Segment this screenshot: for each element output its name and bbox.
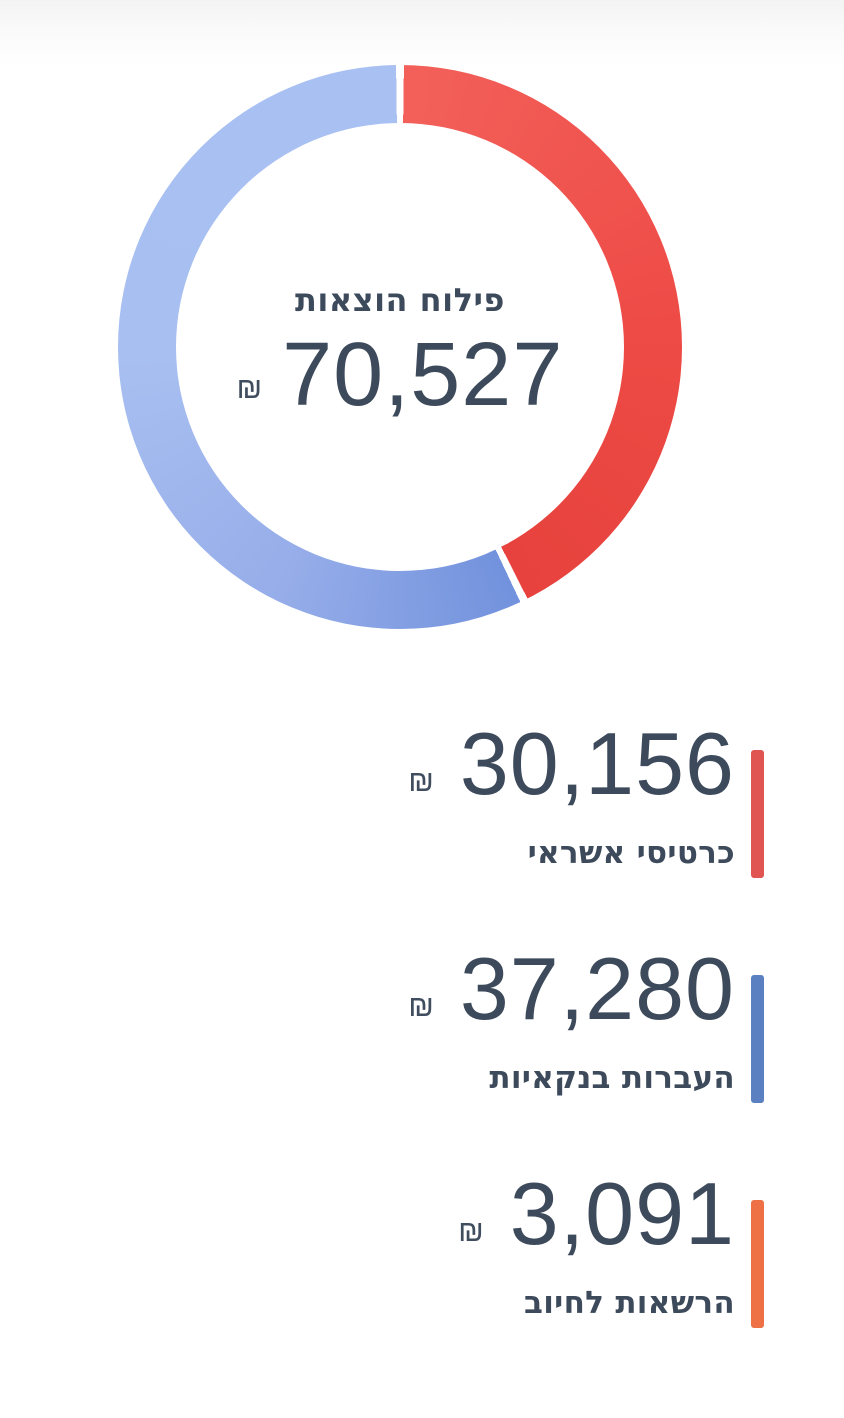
legend-item-value: 3,091 xyxy=(509,1164,735,1263)
legend-color-bar xyxy=(751,750,764,878)
donut-total: ₪ 70,527 xyxy=(236,325,564,426)
legend-item-direct-debits[interactable]: ₪ 3,091 הרשאות לחיוב xyxy=(458,1170,764,1328)
legend-item-label: הרשאות לחיוב xyxy=(524,1285,735,1321)
legend-item-value-row: ₪ 30,156 xyxy=(408,720,735,808)
shekel-currency-icon: ₪ xyxy=(408,989,434,1024)
legend-item-value: 37,280 xyxy=(459,939,735,1038)
legend-item-value-row: ₪ 37,280 xyxy=(408,945,735,1033)
legend-item-texts: ₪ 30,156 כרטיסי אשראי xyxy=(408,720,735,872)
legend-item-texts: ₪ 37,280 העברות בנקאיות xyxy=(408,945,735,1097)
shekel-currency-icon: ₪ xyxy=(408,764,434,799)
donut-total-value: 70,527 xyxy=(282,325,564,426)
donut-title: פילוח הוצאות xyxy=(295,281,505,320)
legend-item-credit-cards[interactable]: ₪ 30,156 כרטיסי אשראי xyxy=(408,720,764,878)
legend-color-bar xyxy=(751,1200,764,1328)
expenses-donut-chart[interactable]: פילוח הוצאות ₪ 70,527 xyxy=(118,65,682,629)
donut-hole: פילוח הוצאות ₪ 70,527 xyxy=(176,123,624,571)
legend-item-bank-transfers[interactable]: ₪ 37,280 העברות בנקאיות xyxy=(408,945,764,1103)
expenses-legend: ₪ 30,156 כרטיסי אשראי ₪ 37,280 העברות בנ… xyxy=(408,720,764,1328)
legend-item-value: 30,156 xyxy=(459,714,735,813)
legend-item-texts: ₪ 3,091 הרשאות לחיוב xyxy=(458,1170,735,1322)
shekel-currency-icon: ₪ xyxy=(458,1214,484,1249)
legend-item-label: העברות בנקאיות xyxy=(489,1060,735,1096)
legend-item-label: כרטיסי אשראי xyxy=(527,835,735,871)
legend-item-value-row: ₪ 3,091 xyxy=(458,1170,735,1258)
shekel-currency-icon: ₪ xyxy=(236,370,263,406)
legend-color-bar xyxy=(751,975,764,1103)
